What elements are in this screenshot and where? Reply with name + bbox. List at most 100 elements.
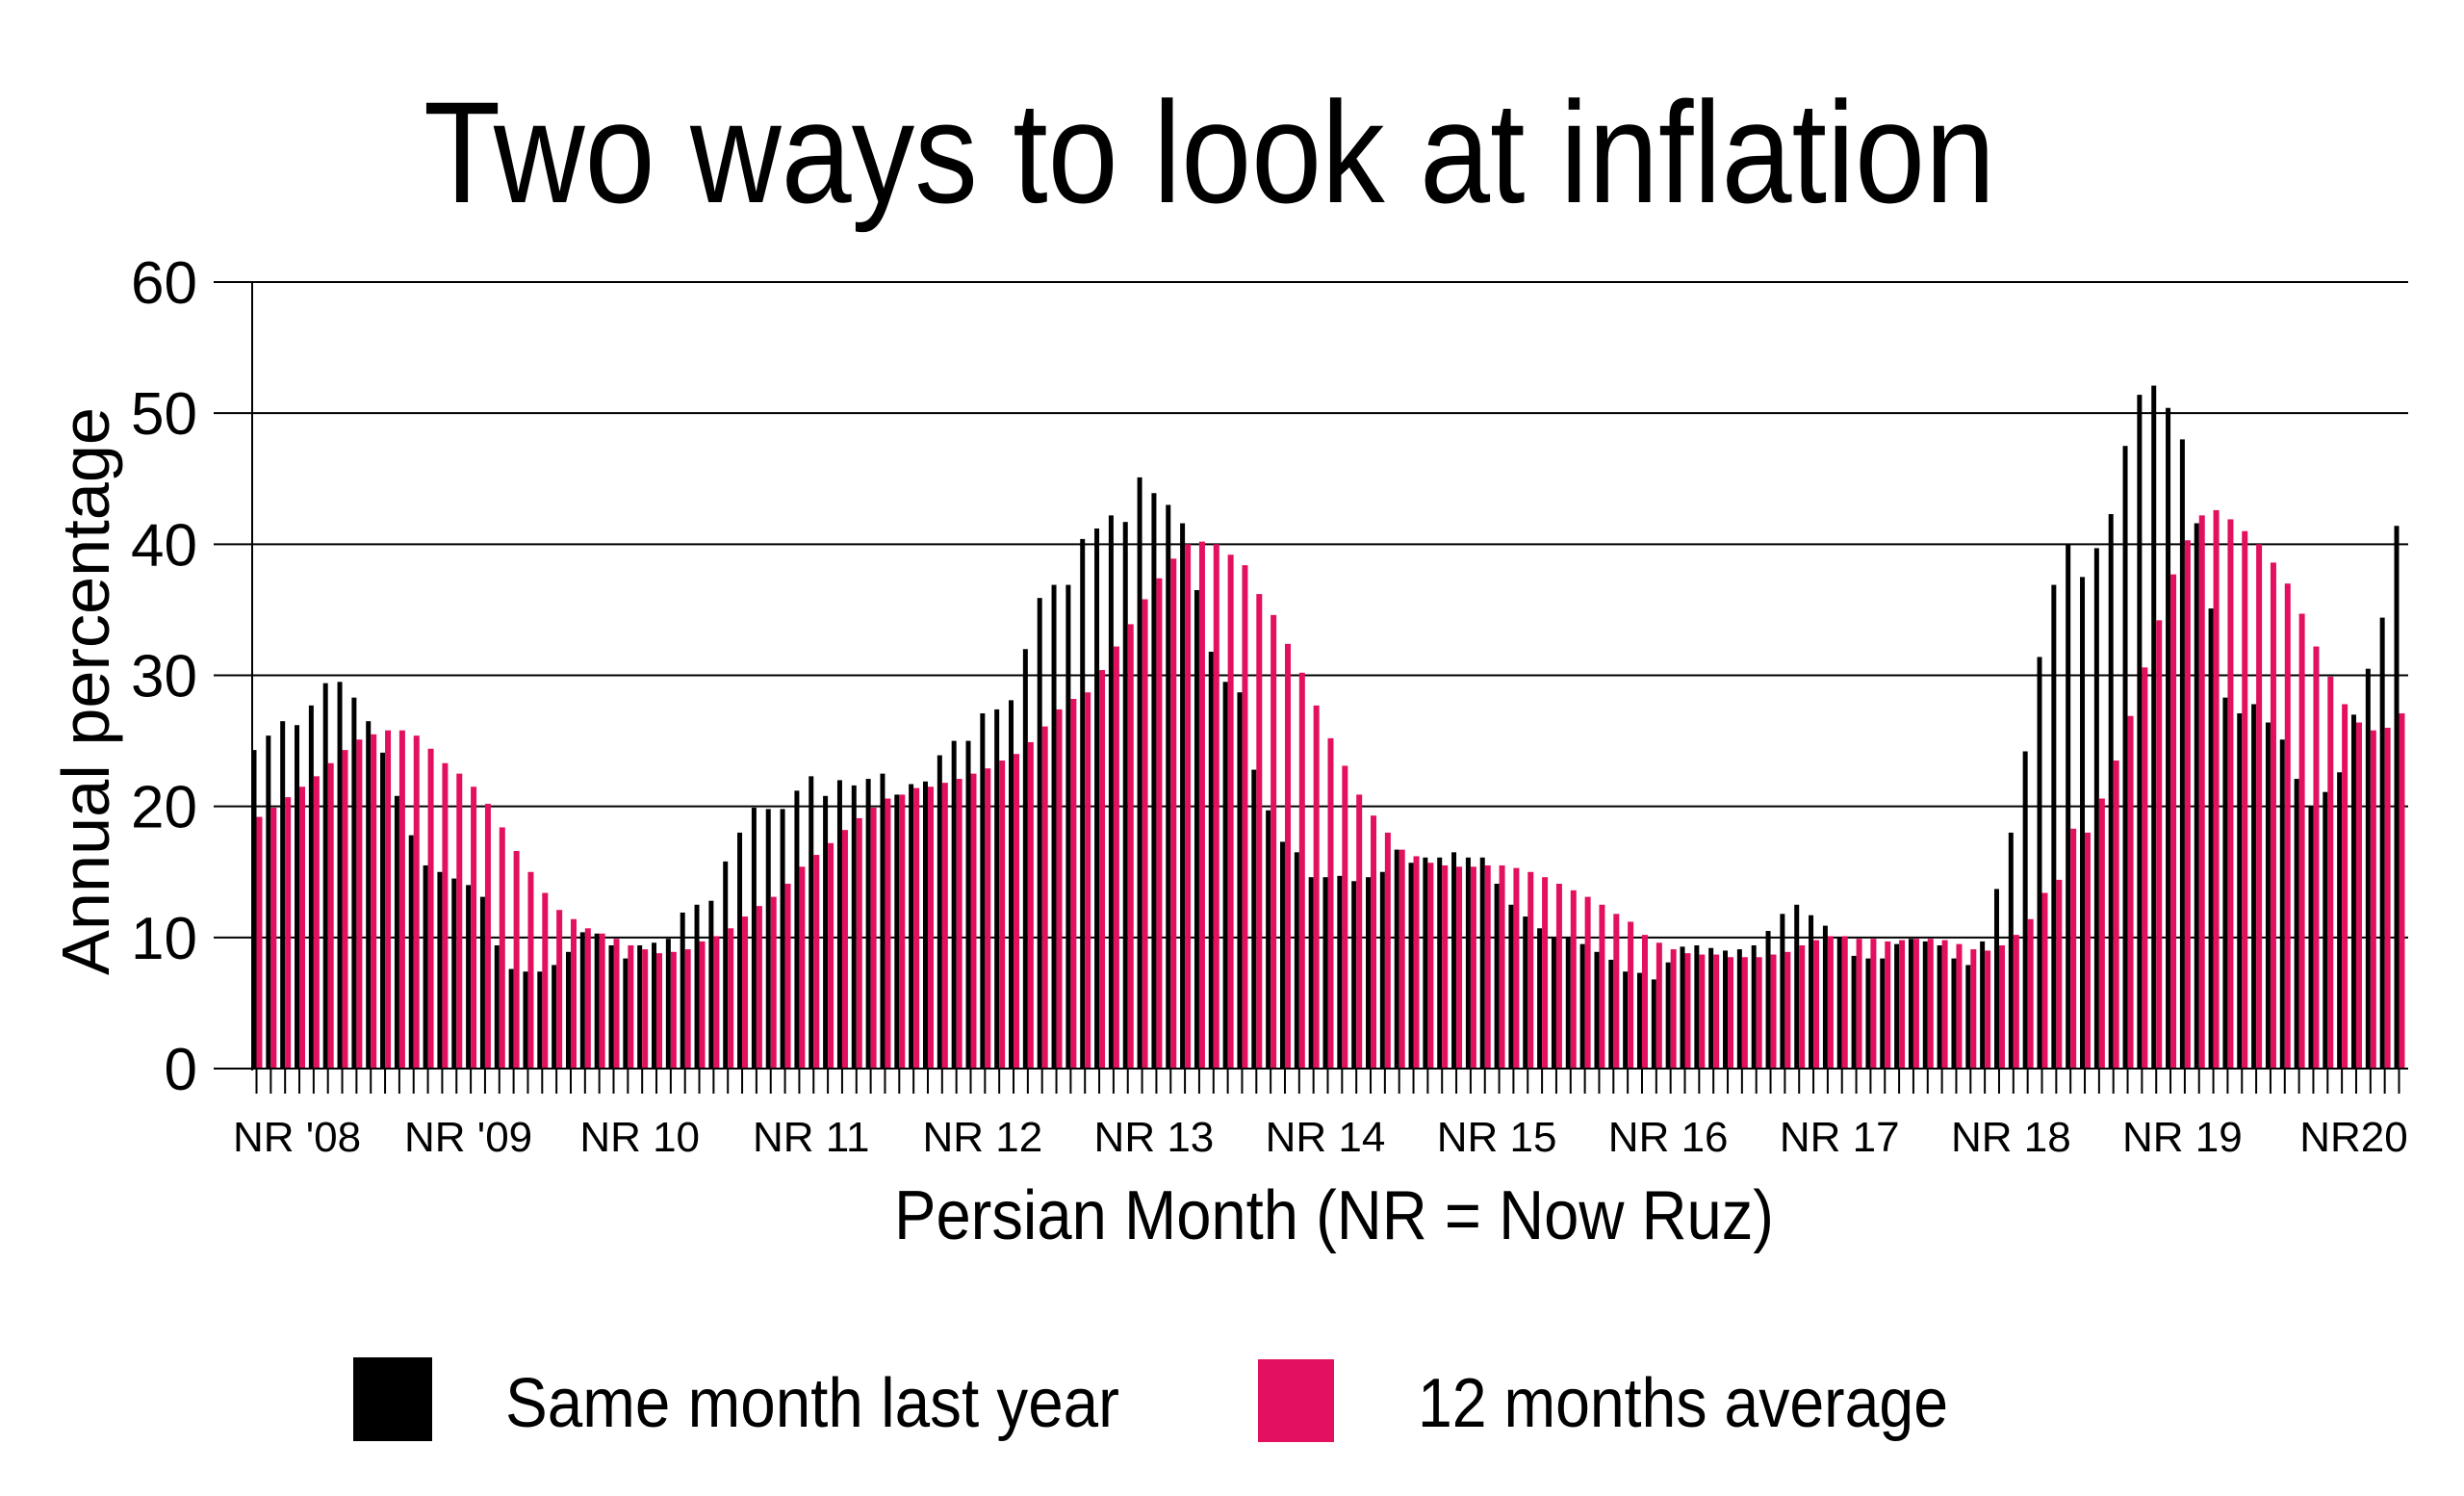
bar-12-month-average [1899, 940, 1906, 1069]
bar-same-month [794, 790, 800, 1069]
bar-same-month [1836, 937, 1842, 1069]
bar-12-month-average [513, 850, 520, 1069]
bar-same-month [1479, 857, 1485, 1069]
bar-same-month [2265, 722, 2271, 1069]
bar-same-month [1379, 871, 1385, 1069]
bar-12-month-average [1399, 849, 1405, 1069]
bar-same-month [823, 795, 829, 1069]
bar-same-month [523, 971, 528, 1069]
bar-same-month [1680, 946, 1685, 1069]
bar-same-month [1594, 951, 1600, 1069]
bar-same-month [565, 951, 571, 1069]
bar-12-month-average [2384, 727, 2391, 1069]
bar-12-month-average [1456, 866, 1463, 1069]
bar-12-month-average [1885, 941, 1891, 1069]
bar-12-month-average [970, 773, 977, 1069]
x-tick-label: NR '08 [233, 1114, 361, 1161]
bar-same-month [1579, 943, 1585, 1069]
bar-same-month [1451, 852, 1457, 1069]
bar-same-month [765, 809, 771, 1069]
bar-same-month [2251, 704, 2257, 1069]
bar-same-month [1851, 955, 1857, 1069]
bar-same-month [965, 740, 971, 1069]
bar-same-month [1180, 523, 1186, 1069]
x-tick-labels: NR '08 NR '09 NR 10 NR 11 NR 12 NR 13 NR 14 NR … [233, 1114, 2408, 1161]
bar-same-month [1694, 945, 1700, 1069]
bar-12-month-average [1513, 867, 1520, 1069]
bar-12-month-average [1284, 643, 1291, 1069]
bar-same-month [865, 779, 871, 1069]
bar-12-month-average [613, 939, 620, 1069]
bar-12-month-average [1142, 599, 1148, 1069]
bar-12-month-average [2041, 892, 2048, 1069]
y-axis-label: Annual percentage [48, 407, 123, 975]
x-axis-label: Persian Month (NR = Now Ruz) [894, 1177, 1774, 1254]
bar-12-month-average [2399, 712, 2405, 1069]
bar-12-month-average [1699, 954, 1706, 1069]
bar-12-month-average [427, 748, 434, 1069]
bar-same-month [594, 933, 600, 1069]
bar-same-month [1222, 682, 1228, 1069]
bar-same-month [1993, 889, 1999, 1069]
bar-same-month [2080, 577, 2086, 1069]
bars [251, 385, 2405, 1070]
x-tick-label: NR 15 [1437, 1114, 1557, 1161]
bar-12-month-average [670, 951, 677, 1069]
bar-same-month [1037, 598, 1042, 1069]
bar-12-month-average [2342, 704, 2348, 1069]
bar-same-month [2066, 544, 2071, 1069]
bar-12-month-average [527, 871, 534, 1069]
bar-same-month [2037, 657, 2042, 1069]
bar-same-month [1980, 941, 1986, 1069]
y-tick-label: 60 [131, 250, 197, 317]
bar-12-month-average [570, 918, 577, 1069]
bar-12-month-average [2270, 562, 2276, 1069]
bar-same-month [366, 721, 372, 1069]
bar-same-month [751, 808, 757, 1069]
bar-12-month-average [1127, 624, 1134, 1069]
bar-12-month-average [1656, 942, 1662, 1069]
bar-12-month-average [1956, 943, 1963, 1069]
y-tick-labels: 0 10 20 30 40 50 60 [131, 250, 197, 1103]
bar-12-month-average [1613, 914, 1620, 1069]
bar-12-month-average [413, 735, 420, 1069]
bar-same-month [537, 971, 543, 1069]
bar-same-month [552, 965, 557, 1069]
bar-same-month [937, 755, 942, 1069]
bar-12-month-average [2227, 519, 2234, 1069]
bar-12-month-average [870, 808, 877, 1069]
bar-same-month [737, 832, 743, 1069]
bar-12-month-average [2113, 761, 2119, 1069]
bar-same-month [1094, 528, 1100, 1069]
bar-12-month-average [2170, 574, 2177, 1069]
bar-same-month [2008, 832, 2014, 1069]
chart-title: Two ways to look at inflation [424, 71, 1995, 233]
bar-same-month [280, 721, 286, 1069]
bar-12-month-average [2184, 540, 2191, 1069]
bar-12-month-average [1813, 940, 1820, 1069]
bar-same-month [380, 752, 386, 1069]
bar-12-month-average [1555, 884, 1562, 1069]
bar-same-month [351, 697, 357, 1069]
bar-12-month-average [1041, 726, 1048, 1069]
bar-same-month [1137, 477, 1142, 1070]
bar-same-month [1965, 965, 1971, 1069]
bar-12-month-average [1770, 954, 1777, 1069]
bar-same-month [2194, 523, 2199, 1069]
x-tick-label: NR '09 [404, 1114, 532, 1161]
bar-same-month [1494, 884, 1500, 1069]
bar-same-month [451, 878, 457, 1069]
bar-12-month-average [1641, 935, 1648, 1069]
bar-same-month [322, 683, 328, 1069]
bar-same-month [2294, 779, 2299, 1069]
bar-12-month-average [628, 945, 634, 1069]
bar-same-month [1708, 947, 1714, 1069]
bar-same-month [1551, 937, 1556, 1069]
bar-12-month-average [1927, 939, 1934, 1069]
bar-same-month [1623, 971, 1629, 1069]
bar-same-month [1723, 950, 1729, 1069]
y-tick-label: 10 [131, 906, 197, 972]
bar-12-month-average [2127, 715, 2134, 1069]
bar-same-month [2108, 514, 2114, 1069]
bar-same-month [694, 904, 700, 1069]
